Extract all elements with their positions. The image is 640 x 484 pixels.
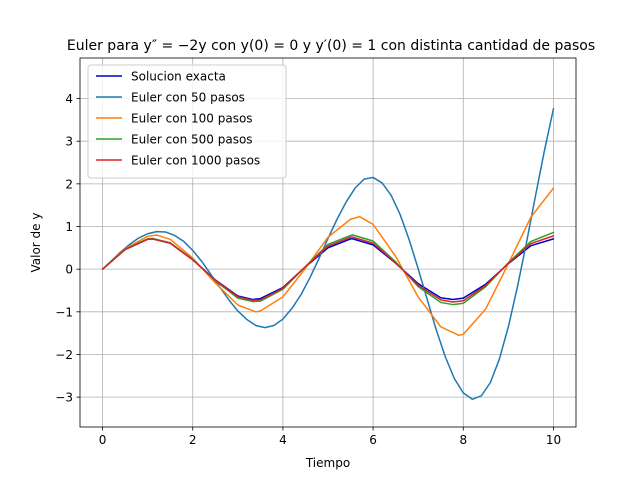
legend-entry-label: Euler con 500 pasos bbox=[131, 133, 253, 147]
series-lines bbox=[101, 108, 555, 401]
y-axis-ticks: −3 −2 −1 0 1 2 3 4 bbox=[55, 92, 80, 405]
y-tick-label: −1 bbox=[55, 305, 73, 319]
legend-entry-label: Euler con 1000 pasos bbox=[131, 154, 260, 168]
y-tick-label: 2 bbox=[65, 177, 73, 191]
x-tick-label: 6 bbox=[369, 433, 377, 447]
legend-entry-label: Solucion exacta bbox=[131, 70, 226, 84]
series-line-2 bbox=[101, 108, 555, 401]
x-tick-label: 0 bbox=[99, 433, 107, 447]
series-line-5 bbox=[101, 235, 555, 303]
x-axis-label: Tiempo bbox=[305, 456, 350, 470]
x-tick-label: 10 bbox=[546, 433, 561, 447]
legend-entry-label: Euler con 100 pasos bbox=[131, 112, 253, 126]
legend-box bbox=[87, 64, 287, 179]
y-tick-label: −2 bbox=[55, 348, 73, 362]
plot-frame bbox=[79, 57, 577, 428]
series-line-3 bbox=[101, 187, 555, 337]
y-tick-label: 3 bbox=[65, 135, 73, 149]
y-tick-label: −3 bbox=[55, 391, 73, 405]
chart-title: Euler para y″ = −2y con y(0) = 0 y y′(0)… bbox=[67, 38, 595, 54]
y-tick-label: 4 bbox=[65, 92, 73, 106]
x-tick-label: 2 bbox=[189, 433, 197, 447]
y-tick-label: 0 bbox=[65, 263, 73, 277]
legend-entry-label: Euler con 50 pasos bbox=[131, 91, 245, 105]
y-tick-label: 1 bbox=[65, 220, 73, 234]
legend: Solucion exacta Euler con 50 pasos Euler c… bbox=[87, 64, 287, 179]
y-axis-label: Valor de y bbox=[29, 213, 43, 273]
x-tick-label: 8 bbox=[459, 433, 467, 447]
x-axis-ticks: 0 2 4 6 8 10 bbox=[99, 427, 561, 447]
x-tick-label: 4 bbox=[279, 433, 287, 447]
